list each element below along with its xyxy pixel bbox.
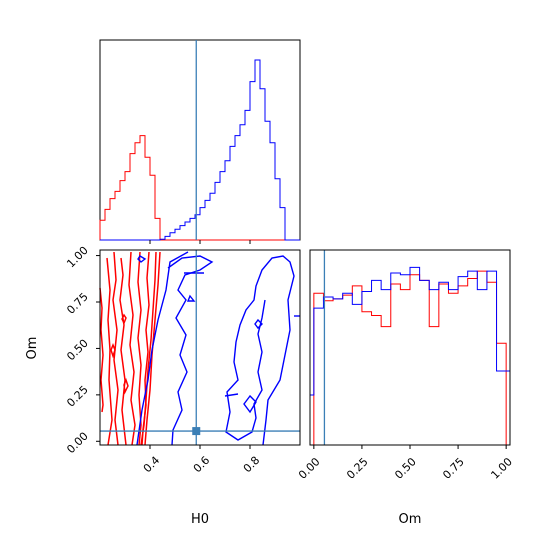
blue-contour-small-3 (186, 294, 196, 302)
red-contour-8 (140, 251, 157, 446)
contour-truth-marker (192, 427, 201, 436)
om-histogram-series-2 (309, 266, 511, 445)
contour-y-tick-label-2: 0.25 (64, 383, 91, 410)
contour-x-tick-label-3: 0.8 (241, 454, 263, 476)
red-contour-5 (128, 251, 136, 446)
blue-contour-outer-left (136, 251, 214, 446)
contour-y-tick-label-1: 0.00 (64, 430, 91, 457)
red-contour-10 (121, 313, 127, 325)
om-histogram-series (309, 266, 511, 446)
x-axis-label-h0: H0 (191, 512, 209, 527)
contour-lines-blue (136, 251, 300, 446)
y-axis-label-om: Om (25, 337, 40, 360)
red-contour-3 (112, 251, 119, 446)
om-histogram-x-tick-label-3: 0.50 (392, 455, 419, 482)
red-contour-12 (123, 377, 129, 395)
om-histogram-x-tick-label-2: 0.25 (344, 455, 371, 482)
h0-histogram-series-1 (99, 135, 300, 241)
om-histogram-x-ticks: 0.00 0.25 0.50 0.75 1.00 (296, 445, 515, 482)
om-histogram-series-1 (310, 270, 510, 446)
red-contour-2 (106, 257, 113, 446)
blue-contour-inner-right (243, 394, 257, 414)
h0-histogram-ticks (149, 240, 251, 244)
h0-histogram-panel (99, 39, 301, 244)
om-histogram-panel: 0.00 0.25 0.50 0.75 1.00 (296, 249, 515, 482)
om-histogram-x-tick-label-4: 0.75 (440, 455, 467, 482)
red-contour-4 (119, 257, 127, 446)
red-contour-11 (110, 342, 116, 359)
x-axis-label-om: Om (399, 512, 422, 527)
contour-panel: 0.4 0.6 0.8 0.00 0.25 0.50 0.75 1.00 (64, 244, 301, 476)
blue-contour-small-4 (224, 393, 239, 397)
contour-x-ticks: 0.4 0.6 0.8 (141, 445, 263, 476)
contour-y-ticks: 0.00 0.25 0.50 0.75 1.00 (64, 244, 100, 456)
blue-contour-small-2 (137, 255, 147, 263)
om-histogram-x-tick-label-5: 1.00 (488, 455, 515, 482)
contour-x-tick-label-2: 0.6 (191, 454, 213, 476)
red-contour-1 (99, 287, 104, 413)
blue-contour-outer-right (225, 255, 295, 446)
h0-histogram-series-2 (100, 59, 300, 241)
om-histogram-x-tick-label-1: 0.00 (296, 455, 323, 482)
contour-y-tick-label-5: 1.00 (64, 244, 91, 271)
blue-contour-small-1 (254, 318, 263, 330)
contour-y-tick-label-4: 0.75 (64, 290, 91, 317)
contour-x-tick-label-1: 0.4 (141, 454, 163, 476)
h0-histogram-series (99, 59, 300, 241)
contour-lines-red (99, 251, 161, 446)
contour-y-tick-label-3: 0.50 (64, 337, 91, 364)
